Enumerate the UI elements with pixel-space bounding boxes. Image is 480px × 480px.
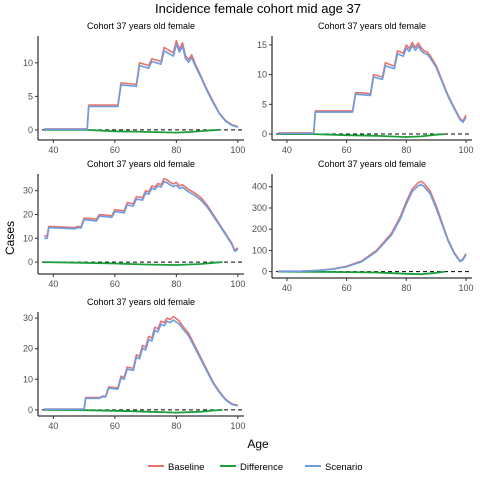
x-tick-label: 60 xyxy=(110,279,120,289)
y-tick-label: 0 xyxy=(262,267,267,277)
y-tick-label: 100 xyxy=(252,245,267,255)
panel-2: Cohort 37 years old female 0 5 10 15 40 60 80 10… xyxy=(257,21,474,155)
series-line-scenario xyxy=(44,180,239,253)
y-axis-label: Cases xyxy=(3,221,17,255)
x-tick-label: 40 xyxy=(48,279,58,289)
x-tick-label: 40 xyxy=(282,283,292,293)
x-tick-label: 100 xyxy=(230,145,245,155)
series-line-difference xyxy=(44,128,220,134)
y-tick-label: 10 xyxy=(257,70,267,80)
x-tick-label: 100 xyxy=(230,421,245,431)
series-line-baseline xyxy=(44,315,239,410)
panel-title: Cohort 37 years old female xyxy=(87,21,195,31)
legend: Baseline Difference Scenario xyxy=(148,462,363,473)
x-tick-label: 80 xyxy=(401,283,411,293)
series-line-difference xyxy=(44,409,223,414)
y-tick-label: 10 xyxy=(23,233,33,243)
y-tick-label: 10 xyxy=(23,374,33,384)
y-tick-label: 300 xyxy=(252,203,267,213)
y-tick-label: 5 xyxy=(28,91,33,101)
series-line-scenario xyxy=(44,319,239,411)
x-tick-label: 60 xyxy=(342,145,352,155)
y-tick-label: 30 xyxy=(23,313,33,323)
series-line-difference xyxy=(44,261,223,266)
x-tick-label: 80 xyxy=(401,145,411,155)
x-axis-label: Age xyxy=(247,437,269,451)
y-tick-label: 200 xyxy=(252,224,267,234)
series-line-baseline xyxy=(44,39,239,130)
figure-title: Incidence female cohort mid age 37 xyxy=(155,1,361,16)
x-tick-label: 80 xyxy=(171,279,181,289)
x-tick-label: 40 xyxy=(282,145,292,155)
series-line-baseline xyxy=(44,178,239,251)
series-line-scenario xyxy=(44,43,239,131)
y-tick-label: 400 xyxy=(252,182,267,192)
y-tick-label: 0 xyxy=(28,405,33,415)
series-line-difference xyxy=(277,270,446,276)
x-tick-label: 100 xyxy=(230,279,245,289)
x-tick-label: 40 xyxy=(48,421,58,431)
panel-4: Cohort 37 years old female 0 100 200 300 400 4… xyxy=(252,159,474,293)
y-tick-label: 0 xyxy=(28,257,33,267)
series-line-difference xyxy=(278,133,446,138)
x-tick-label: 80 xyxy=(171,421,181,431)
x-tick-label: 60 xyxy=(342,283,352,293)
series-line-scenario xyxy=(277,183,467,273)
y-tick-label: 20 xyxy=(23,209,33,219)
panel-5: Cohort 37 years old female 0 10 20 30 40 60 80 1… xyxy=(23,297,245,431)
panel-title: Cohort 37 years old female xyxy=(87,159,195,169)
legend-label-difference: Difference xyxy=(240,462,283,473)
y-tick-label: 10 xyxy=(23,58,33,68)
series-line-baseline xyxy=(277,180,467,272)
panel-title: Cohort 37 years old female xyxy=(318,159,426,169)
y-tick-label: 30 xyxy=(23,186,33,196)
panel-3: Cohort 37 years old female 0 10 20 30 40 60 80 1… xyxy=(23,159,245,289)
x-tick-label: 60 xyxy=(110,145,120,155)
y-tick-label: 15 xyxy=(257,40,267,50)
panel-title: Cohort 37 years old female xyxy=(318,21,426,31)
y-tick-label: 20 xyxy=(23,344,33,354)
x-tick-label: 60 xyxy=(110,421,120,431)
x-tick-label: 100 xyxy=(459,283,474,293)
x-tick-label: 80 xyxy=(171,145,181,155)
y-tick-label: 5 xyxy=(262,99,267,109)
series-line-scenario xyxy=(278,44,467,135)
x-tick-label: 100 xyxy=(459,145,474,155)
panel-title: Cohort 37 years old female xyxy=(87,297,195,307)
y-tick-label: 0 xyxy=(262,129,267,139)
y-tick-label: 0 xyxy=(28,125,33,135)
legend-label-baseline: Baseline xyxy=(168,462,204,473)
panel-1: Cohort 37 years old female 0 5 10 40 60 80 100 xyxy=(23,21,245,155)
legend-label-scenario: Scenario xyxy=(325,462,363,473)
x-tick-label: 40 xyxy=(48,145,58,155)
